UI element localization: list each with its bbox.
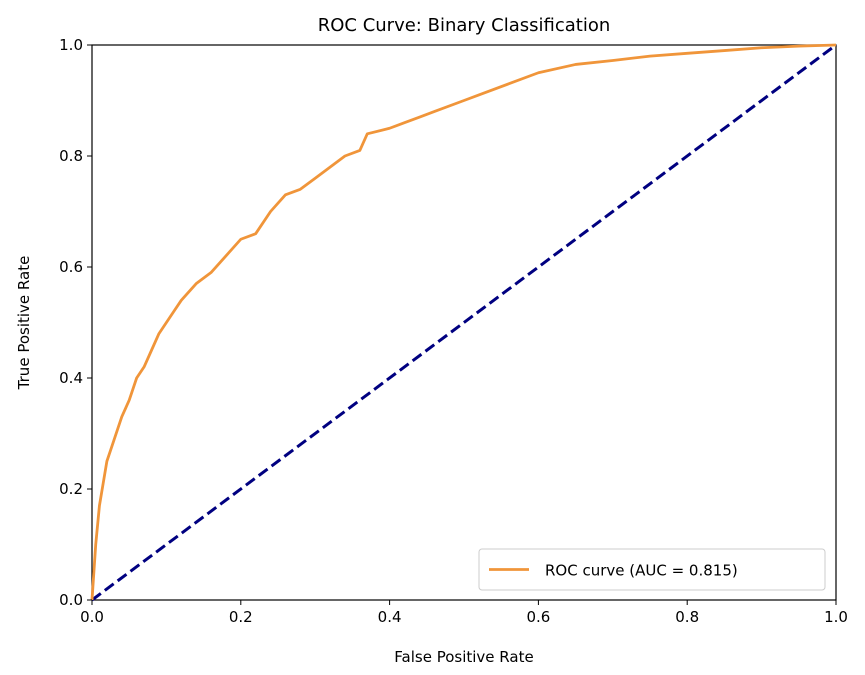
ticks-layer: 0.0 0.2 0.4 0.6 0.8 1.0 0.0 0.2 0.4 0.6 0.8 1.0 [59, 36, 848, 626]
x-tick-label: 0.6 [526, 608, 550, 626]
y-tick-label: 0.4 [59, 369, 83, 387]
x-tick-label: 0.4 [378, 608, 402, 626]
x-axis-label: False Positive Rate [394, 648, 533, 666]
y-tick-label: 1.0 [59, 36, 83, 54]
series-layer [90, 43, 837, 602]
legend-box [478, 548, 826, 591]
y-tick-label: 0.6 [59, 258, 83, 276]
legend-entry-roc: ROC curve (AUC = 0.815) [545, 562, 738, 580]
plot-frame [91, 44, 837, 601]
roc-curve-line [90, 43, 837, 601]
legend: ROC curve (AUC = 0.815) [478, 548, 826, 591]
x-tick-label: 0.0 [80, 608, 104, 626]
y-axis-label: True Positive Rate [15, 256, 33, 391]
y-tick-label: 0.2 [59, 480, 83, 498]
chart-title: ROC Curve: Binary Classification [318, 15, 611, 36]
x-tick-label: 1.0 [824, 608, 848, 626]
plot-area: 0.0 0.2 0.4 0.6 0.8 1.0 0.0 0.2 0.4 0.6 0.8 1.0 [59, 36, 848, 626]
y-tick-label: 0.8 [59, 147, 83, 165]
x-tick-label: 0.2 [229, 608, 253, 626]
y-tick-label: 0.0 [59, 591, 83, 609]
x-tick-label: 0.8 [675, 608, 699, 626]
chance-diagonal-line [91, 43, 837, 602]
